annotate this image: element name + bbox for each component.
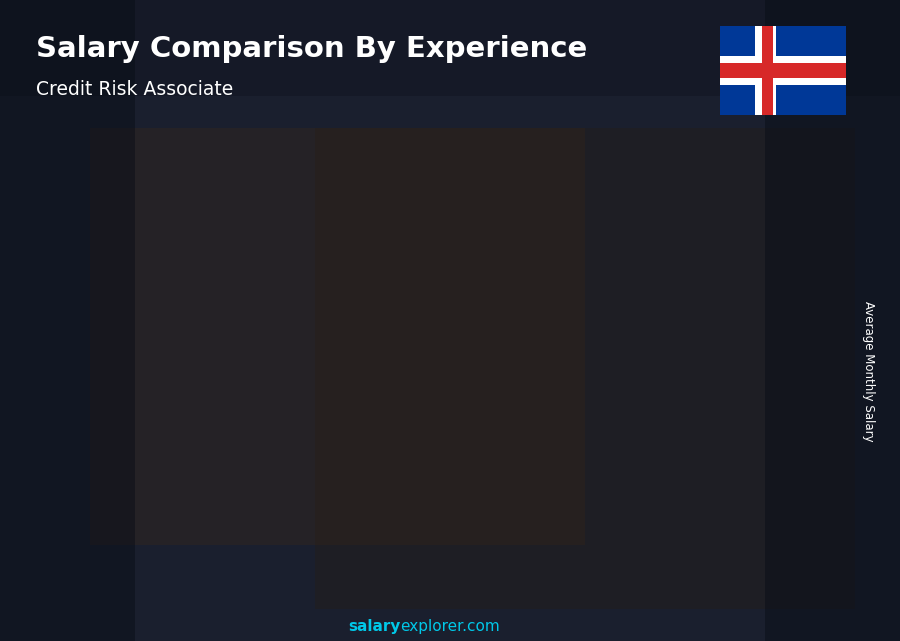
Text: +8%: +8% [651,194,697,212]
Bar [90,128,585,545]
Polygon shape [394,333,407,577]
Polygon shape [777,233,790,577]
Text: Salary Comparison By Experience: Salary Comparison By Experience [36,35,587,63]
Text: explorer.com: explorer.com [400,619,500,635]
Polygon shape [267,407,280,577]
Bar [755,26,776,115]
Bar [73,460,140,577]
Bar [711,247,777,577]
Bar [0,0,135,641]
Bar [720,56,846,85]
Polygon shape [711,233,790,247]
Polygon shape [140,446,152,577]
Polygon shape [522,283,535,577]
Bar [455,296,522,577]
Polygon shape [650,257,662,577]
Text: 1,120,000 ISK: 1,120,000 ISK [711,287,798,300]
Polygon shape [73,446,152,460]
Polygon shape [455,283,535,296]
Bar [762,26,772,115]
Polygon shape [201,407,280,421]
Polygon shape [583,257,662,271]
Text: 1,040,000 ISK: 1,040,000 ISK [583,308,670,320]
Bar [583,271,650,577]
Text: 396,000 ISK: 396,000 ISK [67,487,142,499]
Text: 953,000 ISK: 953,000 ISK [455,330,531,343]
Bar [765,0,900,641]
Bar [328,347,394,577]
Text: +48%: +48% [262,293,320,311]
Polygon shape [328,333,407,347]
Text: 782,000 ISK: 782,000 ISK [328,374,404,387]
Text: +34%: +34% [134,367,193,385]
Bar [201,421,267,577]
Bar [315,128,855,609]
Bar [0,0,900,96]
Text: +22%: +22% [390,242,447,261]
Bar [720,63,846,78]
Text: +9%: +9% [524,217,569,235]
Text: 529,000 ISK: 529,000 ISK [201,440,276,453]
Text: salary: salary [348,619,400,635]
Text: Credit Risk Associate: Credit Risk Associate [36,80,233,99]
Text: Average Monthly Salary: Average Monthly Salary [862,301,875,442]
